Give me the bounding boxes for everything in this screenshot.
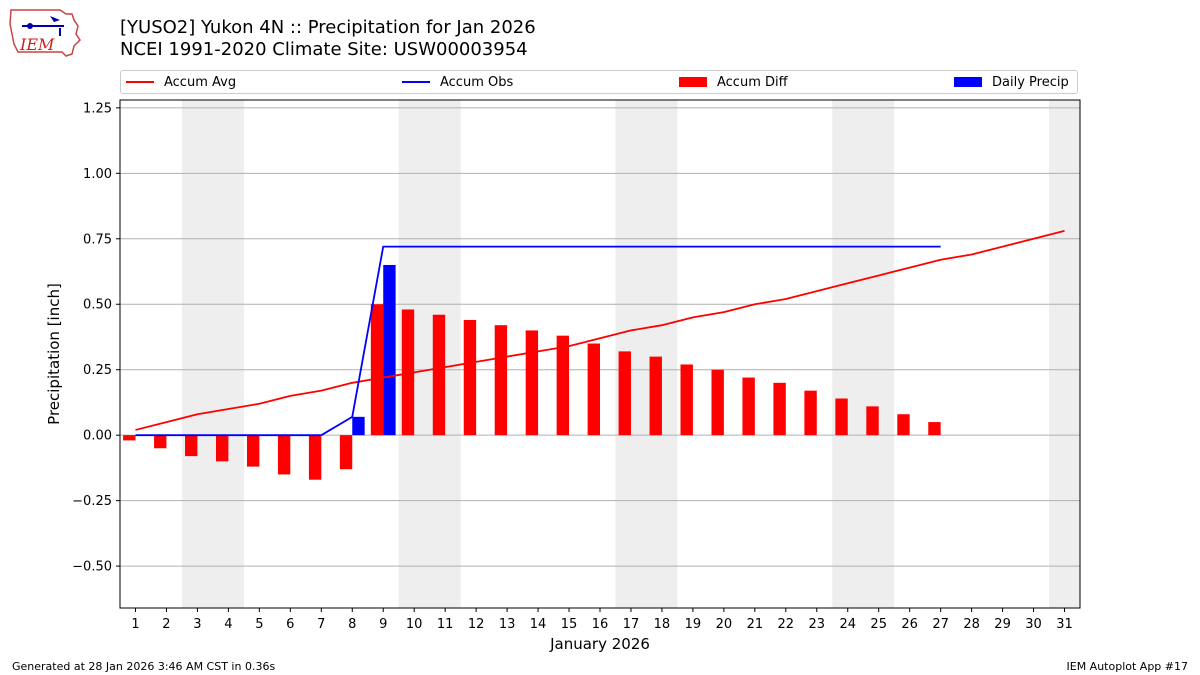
x-tick-label: 1 <box>131 617 139 632</box>
accum-diff-bar <box>494 325 508 436</box>
x-tick-label: 4 <box>224 617 232 632</box>
x-tick-label: 18 <box>654 617 671 632</box>
legend-label: Accum Obs <box>440 74 514 90</box>
x-tick-label: 6 <box>286 617 294 632</box>
chart-subtitle: NCEI 1991-2020 Climate Site: USW00003954 <box>120 39 528 60</box>
accum-diff-bar <box>277 435 291 475</box>
iem-logo: IEM <box>9 9 81 57</box>
x-tick-label: 30 <box>1025 617 1042 632</box>
accum-diff-bar <box>649 356 662 436</box>
legend-swatch-red-bar <box>679 77 707 87</box>
legend-item-accum-diff: Accum Diff <box>679 71 788 93</box>
x-tick-label: 10 <box>406 617 423 632</box>
x-axis-label: January 2026 <box>549 635 650 653</box>
accum-diff-bar <box>804 390 817 436</box>
plot-frame <box>119 99 1081 609</box>
x-tick-label: 3 <box>193 617 201 632</box>
accum-diff-bar <box>525 330 539 436</box>
legend-item-accum-avg: Accum Avg <box>126 71 236 93</box>
accum-diff-bar <box>339 435 353 470</box>
x-tick-label: 29 <box>994 617 1011 632</box>
y-axis-label: Precipitation [inch] <box>45 283 63 425</box>
accum-obs-line <box>135 245 941 437</box>
x-tick-label: 17 <box>623 617 640 632</box>
accum-diff-bar <box>246 435 260 467</box>
x-tick-label: 2 <box>162 617 170 632</box>
y-tick-label: 1.00 <box>83 167 112 182</box>
x-tick-label: 15 <box>561 617 578 632</box>
x-tick-label: 5 <box>255 617 263 632</box>
daily-precip-bar <box>383 264 396 436</box>
y-tick-label: 0.25 <box>83 363 112 378</box>
footer-generated: Generated at 28 Jan 2026 3:46 AM CST in … <box>12 660 276 673</box>
weekend-band <box>181 100 244 608</box>
x-tick-label: 16 <box>592 617 609 632</box>
accum-diff-bar <box>185 435 198 457</box>
x-tick-label: 26 <box>901 617 918 632</box>
accum-diff-bar <box>154 435 167 449</box>
x-tick-label: 7 <box>317 617 325 632</box>
y-tick-label: 0.00 <box>83 429 112 444</box>
accum-diff-bar <box>897 414 910 436</box>
x-tick-label: 8 <box>348 617 356 632</box>
accum-diff-bar <box>556 335 570 436</box>
x-tick-label: 11 <box>437 617 454 632</box>
legend-label: Accum Avg <box>164 74 237 90</box>
y-tick-label: 1.25 <box>83 101 112 116</box>
legend-label: Daily Precip <box>992 74 1069 90</box>
x-tick-label: 23 <box>809 617 826 632</box>
legend-swatch-red-line <box>126 81 154 83</box>
accum-diff-bar <box>835 398 848 436</box>
x-tick-label: 14 <box>530 617 547 632</box>
x-tick-label: 27 <box>932 617 949 632</box>
accum-diff-bar <box>370 304 384 436</box>
x-tick-label: 24 <box>839 617 856 632</box>
x-tick-label: 12 <box>468 617 485 632</box>
x-tick-label: 25 <box>870 617 887 632</box>
x-tick-label: 13 <box>499 617 516 632</box>
x-tick-label: 20 <box>716 617 733 632</box>
footer-app: IEM Autoplot App #17 <box>1066 660 1189 673</box>
logo-text: IEM <box>19 35 55 54</box>
accum-diff-bar <box>216 435 229 462</box>
x-tick-label: 31 <box>1056 617 1073 632</box>
daily-precip-bar <box>352 416 365 436</box>
y-tick-label: 0.50 <box>83 298 112 313</box>
accum-diff-bar <box>618 351 631 436</box>
accum-diff-bar <box>401 309 415 436</box>
accum-diff-bar <box>711 369 724 436</box>
legend-label: Accum Diff <box>717 74 788 90</box>
legend-item-accum-obs: Accum Obs <box>402 71 513 93</box>
accum-diff-bar <box>463 319 477 436</box>
accum-diff-bar <box>587 343 600 436</box>
y-tick-label: −0.25 <box>72 494 112 509</box>
legend-swatch-blue-line <box>402 81 430 83</box>
legend-swatch-blue-bar <box>954 77 982 87</box>
accum-diff-bar <box>432 314 446 436</box>
legend: Accum Avg Accum Obs Accum Diff Daily Pre… <box>120 70 1078 94</box>
weekend-band <box>832 100 895 608</box>
accum-diff-bar <box>680 364 693 436</box>
accum-diff-bar <box>928 422 941 436</box>
legend-item-daily-precip: Daily Precip <box>954 71 1069 93</box>
accum-avg-line <box>135 230 1065 431</box>
weekend-band <box>1049 100 1080 608</box>
chart-title: [YUSO2] Yukon 4N :: Precipitation for Ja… <box>120 17 536 38</box>
x-tick-label: 21 <box>747 617 764 632</box>
accum-diff-bar <box>123 435 136 441</box>
y-tick-label: 0.75 <box>83 232 112 247</box>
x-tick-label: 28 <box>963 617 980 632</box>
x-tick-label: 19 <box>685 617 702 632</box>
y-tick-label: −0.50 <box>72 560 112 575</box>
x-tick-label: 22 <box>778 617 795 632</box>
accum-diff-bar <box>742 377 755 436</box>
accum-diff-bar <box>866 406 879 436</box>
accum-diff-bar <box>308 435 322 480</box>
x-tick-label: 9 <box>379 617 387 632</box>
accum-diff-bar <box>773 382 786 436</box>
